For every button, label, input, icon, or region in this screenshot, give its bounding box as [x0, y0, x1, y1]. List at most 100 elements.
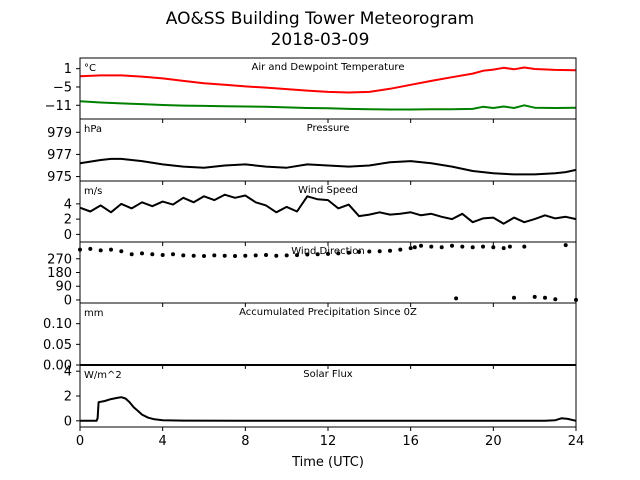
data-point [512, 295, 516, 300]
data-point [243, 253, 248, 258]
y-tick-label: 0.05 [43, 338, 72, 353]
panel-pressure: 979 977 975 hPa Pressure [47, 118, 577, 185]
panel-unit: mm [84, 308, 103, 319]
data-point [454, 296, 459, 301]
data-point [460, 244, 465, 249]
panel-solar-flux: 4 2 0 W/m^2 Solar Flux [64, 364, 577, 431]
panel-air-and-dewpoint-temperature: 1 −5 −11 °C Air and Dewpoint Temperature [45, 57, 577, 123]
y-tick-label: 0 [64, 293, 72, 308]
y-tick-label: 979 [47, 126, 72, 141]
y-tick-label: 270 [47, 252, 72, 267]
data-point [305, 252, 310, 257]
panel-title: Wind Direction [291, 246, 365, 257]
series-line-0 [80, 396, 577, 422]
panel-unit: m/s [84, 186, 102, 197]
data-point [419, 243, 423, 248]
panels-group: 1 −5 −11 °C Air and Dewpoint Temperature 979 9… [43, 57, 578, 431]
data-point [563, 243, 568, 248]
data-point [522, 244, 527, 249]
x-axis: 0 4 8 12 16 20 24 [76, 434, 584, 449]
x-tick-label: 8 [241, 434, 249, 449]
panel-unit: °C [84, 63, 96, 74]
data-point [398, 247, 403, 252]
y-tick-label: 2 [64, 390, 72, 405]
data-point [450, 243, 454, 248]
panel-unit: W/m^2 [84, 370, 122, 381]
data-point [233, 254, 237, 258]
x-tick-label: 20 [485, 434, 502, 449]
x-axis-label: Time (UTC) [291, 455, 364, 470]
data-point [129, 252, 134, 257]
panel-title: Pressure [307, 123, 350, 134]
data-point [109, 247, 113, 252]
y-tick-label: 4 [64, 365, 72, 380]
data-point [98, 248, 103, 253]
panel-unit: hPa [84, 124, 102, 135]
series-0 [78, 243, 578, 302]
series-line-1 [79, 100, 577, 111]
y-tick-label: −11 [45, 99, 72, 114]
data-point [377, 249, 382, 254]
data-point [119, 249, 124, 254]
data-point [315, 252, 320, 257]
data-point [532, 294, 537, 299]
series-line-0 [79, 66, 577, 94]
series-line-0 [79, 157, 577, 176]
figure-title: AO&SS Building Tower Meteorogram [166, 9, 474, 29]
data-point [295, 253, 299, 258]
data-point [160, 253, 165, 257]
panel-accumulated-precipitation-since-0z: 0.10 0.05 0.00 mm Accumulated Precipitation … [43, 302, 577, 374]
x-tick-label: 4 [159, 434, 167, 449]
y-tick-label: 0.10 [43, 317, 72, 332]
data-point [202, 254, 206, 258]
data-point [346, 250, 351, 255]
data-point [367, 249, 372, 254]
x-tick-label: 12 [320, 434, 337, 449]
series-line-0 [79, 193, 577, 225]
x-tick-label: 16 [402, 434, 419, 449]
data-point [388, 248, 392, 253]
data-point [553, 297, 558, 302]
data-point [253, 253, 258, 258]
data-point [481, 244, 485, 249]
y-tick-label: 0 [64, 414, 72, 429]
data-point [171, 252, 175, 257]
figure-subtitle: 2018-03-09 [271, 30, 370, 50]
data-point [326, 251, 330, 256]
x-tick-label: 0 [76, 434, 84, 449]
y-tick-label: 4 [64, 197, 72, 212]
y-tick-label: 2 [64, 213, 72, 228]
data-point [408, 246, 413, 251]
y-tick-label: 0 [64, 228, 72, 243]
data-point [357, 249, 361, 254]
y-tick-label: 1 [64, 62, 72, 77]
y-tick-label: 975 [47, 170, 72, 185]
data-point [140, 251, 144, 256]
data-point [212, 253, 217, 258]
data-point [264, 253, 268, 257]
data-point [191, 253, 196, 258]
data-point [543, 295, 547, 300]
y-tick-label: −5 [53, 80, 72, 95]
data-point [491, 245, 496, 250]
data-point [181, 253, 186, 258]
data-point [284, 253, 289, 258]
data-point [88, 246, 93, 251]
data-point [507, 244, 512, 249]
data-point [274, 253, 279, 258]
panel-title: Accumulated Precipitation Since 0Z [239, 307, 417, 318]
data-point [439, 245, 444, 250]
y-tick-label: 90 [55, 280, 72, 295]
y-tick-label: 0.00 [43, 359, 72, 374]
data-point [470, 245, 475, 250]
data-point [150, 252, 155, 257]
panel-title: Solar Flux [303, 369, 353, 380]
panel-wind-speed: 420 m/s Wind Speed [64, 180, 577, 246]
panel-title: Air and Dewpoint Temperature [252, 62, 405, 73]
data-point [336, 251, 341, 256]
data-point [429, 244, 434, 249]
data-point [501, 246, 506, 251]
data-point [412, 245, 417, 250]
